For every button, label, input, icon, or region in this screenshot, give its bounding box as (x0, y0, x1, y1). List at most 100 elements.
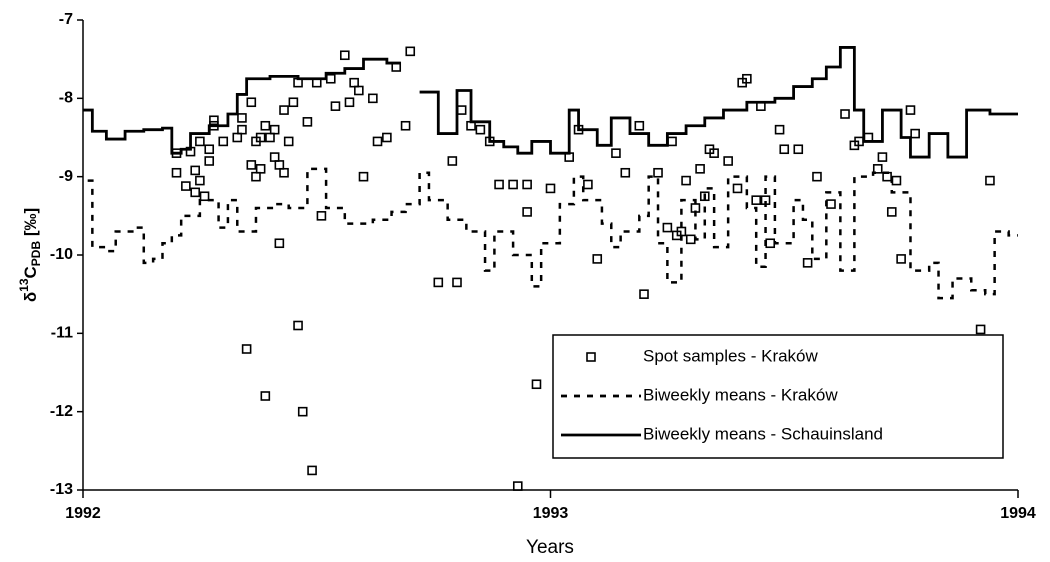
spot-sample (255, 164, 266, 174)
spot-sample (494, 179, 504, 190)
spot-sample (293, 320, 303, 331)
y-tick-label: -7 (59, 11, 73, 28)
spot-sample (190, 165, 200, 176)
spot-sample (433, 277, 444, 288)
spot-sample (910, 128, 920, 139)
spot-sample (667, 136, 677, 147)
spot-sample (508, 179, 518, 190)
spot-sample (886, 207, 897, 217)
spot-sample (218, 136, 229, 147)
spot-sample (405, 46, 416, 57)
spot-sample (307, 465, 317, 476)
spot-sample (400, 120, 411, 131)
spot-sample (349, 77, 359, 88)
spot-sample (181, 181, 191, 191)
y-label-part: PDB (29, 241, 43, 267)
spot-sample (779, 144, 790, 155)
spot-sample (877, 152, 888, 162)
spot-sample (840, 109, 850, 119)
spot-sample (732, 183, 743, 194)
y-tick-label: -12 (50, 403, 73, 420)
spot-sample (274, 160, 285, 170)
spot-sample (316, 211, 327, 221)
spot-sample (358, 171, 369, 182)
spot-sample (695, 164, 705, 174)
spot-sample (246, 97, 257, 108)
spot-sample (297, 406, 308, 417)
spot-sample (274, 238, 285, 249)
spot-sample (611, 148, 621, 158)
spot-sample (985, 175, 995, 186)
spot-sample (802, 258, 813, 268)
spot-sample (583, 179, 593, 190)
y-label-part: [‰] (21, 208, 40, 241)
spot-sample (382, 132, 392, 143)
spot-sample (456, 105, 467, 115)
spot-sample (751, 195, 762, 205)
x-tick-label: 1994 (1000, 505, 1036, 522)
spot-sample (237, 113, 247, 123)
spot-sample (699, 191, 710, 202)
spot-sample (288, 97, 299, 108)
spot-sample (723, 156, 733, 166)
spot-sample (896, 254, 906, 264)
spot-sample (765, 238, 776, 249)
spot-sample (592, 254, 603, 264)
spot-sample (251, 171, 261, 182)
spot-sample (283, 136, 294, 147)
x-tick-label: 1992 (65, 505, 101, 522)
spot-sample (891, 175, 902, 186)
spot-sample (325, 73, 336, 84)
spot-sample (531, 379, 542, 390)
step-line (87, 167, 1018, 300)
spot-sample (681, 175, 691, 186)
y-label-part: C (21, 266, 40, 278)
spot-sample (171, 167, 182, 178)
y-tick-label: -11 (51, 325, 73, 342)
spot-sample (634, 120, 645, 131)
spot-sample (199, 191, 210, 202)
spot-sample (447, 156, 458, 166)
spot-sample (209, 115, 219, 126)
spot-sample (330, 101, 341, 111)
spot-sample (260, 120, 271, 131)
spot-sample (512, 481, 523, 491)
spot-sample (204, 156, 215, 166)
step-line (83, 46, 1018, 159)
y-tick-label: -8 (59, 90, 73, 107)
legend-label: Biweekly means - Schauinsland (643, 424, 883, 443)
spot-sample (872, 164, 883, 174)
spot-sample (302, 117, 313, 127)
spot-sample (279, 167, 289, 178)
spot-sample (545, 183, 556, 194)
spot-sample (354, 85, 364, 96)
spot-sample (975, 324, 986, 335)
spot-sample (522, 207, 532, 217)
spot-sample (204, 144, 215, 155)
spot-sample (232, 132, 243, 143)
spot-sample (905, 105, 916, 115)
legend-marker (586, 352, 596, 362)
spot-sample (475, 124, 486, 135)
y-label-part: 13 (17, 278, 31, 292)
spot-sample (372, 136, 383, 147)
x-axis-label: Years (526, 537, 574, 558)
spot-sample (255, 132, 266, 143)
y-label-part: δ (21, 292, 40, 302)
spot-sample (241, 344, 252, 354)
y-tick-label: -9 (59, 168, 73, 185)
legend-label: Biweekly means - Kraków (643, 385, 838, 404)
y-axis-label: δ13CPDB [‰] (17, 208, 43, 302)
spot-sample (812, 171, 822, 182)
spot-sample (452, 277, 462, 288)
spot-sample (260, 391, 271, 401)
spot-sample (685, 234, 696, 245)
spot-sample (793, 144, 804, 155)
y-tick-label: -10 (50, 246, 73, 263)
spot-sample (339, 50, 350, 61)
spot-sample (190, 187, 200, 198)
legend-label: Spot samples - Kraków (643, 346, 819, 365)
spot-sample (344, 97, 355, 108)
spot-sample (265, 132, 275, 143)
